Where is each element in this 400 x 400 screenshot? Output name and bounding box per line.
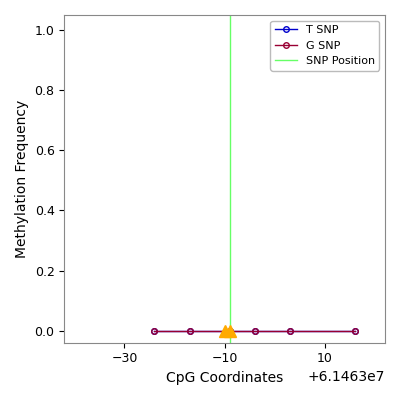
X-axis label: CpG Coordinates: CpG Coordinates	[166, 371, 283, 385]
Y-axis label: Methylation Frequency: Methylation Frequency	[15, 100, 29, 258]
Legend: T SNP, G SNP, SNP Position: T SNP, G SNP, SNP Position	[270, 20, 380, 70]
